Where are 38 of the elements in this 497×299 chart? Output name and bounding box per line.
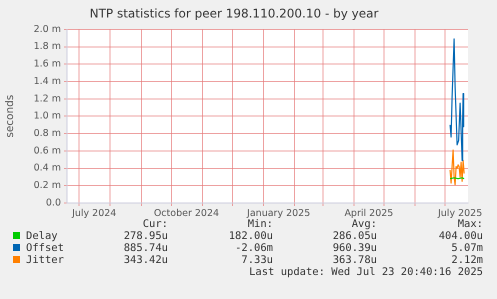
text: 960.39u (332, 242, 377, 254)
legend-label: Jitter (26, 254, 64, 266)
text: 343.42u (124, 254, 168, 266)
y-tick-label: 1.2 m (34, 93, 61, 104)
x-tick-label: July 2025 (436, 208, 482, 220)
text: Cur: (142, 218, 168, 230)
y-tick-label: 0.0 (46, 197, 61, 208)
text: 5.07m (451, 242, 483, 254)
text: Avg: (352, 218, 377, 230)
text: 278.95u (124, 230, 168, 242)
y-tick-label: 1.6 m (34, 58, 61, 70)
text: 286.05u (332, 230, 377, 242)
text: 2.12m (451, 254, 483, 266)
chart-title: NTP statistics for peer 198.110.200.10 - by year (90, 6, 378, 20)
text: 885.74u (124, 242, 168, 254)
x-tick-label: January 2025 (246, 208, 310, 220)
legend-label: Delay (26, 230, 58, 242)
text: 7.33u (241, 254, 273, 266)
y-axis-title: seconds (4, 94, 16, 138)
x-tick-label: April 2025 (344, 208, 394, 220)
y-tick-label: 1.8 m (34, 41, 61, 52)
text: 404.00u (438, 230, 483, 242)
text: 182.00u (228, 230, 273, 242)
y-tick-label: 0.8 m (34, 128, 61, 140)
y-tick-label: 0.4 m (34, 162, 61, 174)
y-tick-label: 2.0 m (34, 24, 61, 35)
x-tick-label: October 2024 (154, 208, 220, 220)
text: 363.78u (332, 254, 377, 266)
y-tick-label: 1.0 m (34, 110, 61, 122)
text: Last update: Wed Jul 23 20:40:16 2025 (249, 266, 483, 278)
y-tick-label: 0.2 m (34, 180, 61, 192)
text: -2.06m (235, 242, 273, 254)
x-tick-label: July 2024 (71, 208, 116, 220)
y-tick-label: 1.4 m (34, 76, 61, 87)
text: Max: (458, 218, 483, 230)
text: Min: (248, 218, 273, 230)
legend-label: Offset (26, 242, 64, 254)
y-tick-label: 0.6 m (34, 145, 61, 156)
